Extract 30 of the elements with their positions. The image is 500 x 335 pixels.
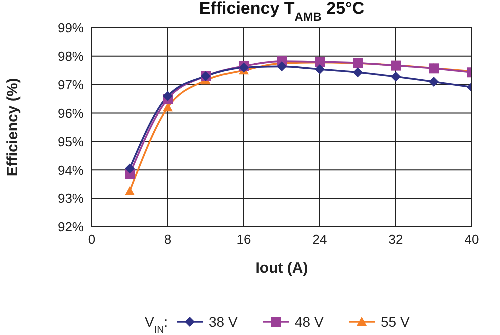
point — [125, 186, 135, 196]
point — [125, 164, 135, 174]
y-tick-label: 94% — [58, 162, 84, 178]
x-tick-label: 16 — [236, 232, 252, 248]
y-tick-label: 98% — [58, 49, 84, 64]
point — [277, 62, 287, 72]
legend-title: V$_{IN}$: — [145, 314, 168, 335]
point — [353, 68, 363, 78]
legend-label: 55 V — [381, 314, 410, 330]
x-tick-label: 24 — [312, 232, 328, 248]
x-tick-label: 0 — [88, 232, 96, 248]
legend-label: 48 V — [295, 314, 324, 330]
y-tick-label: 92% — [58, 220, 84, 235]
point — [429, 77, 439, 88]
point — [315, 64, 325, 75]
y-tick-label: 95% — [58, 134, 84, 150]
x-tick-label: 40 — [464, 232, 480, 248]
y-tick-label: 93% — [58, 191, 84, 206]
point — [163, 102, 173, 112]
chart-title: Efficiency T$_{AMB}$ 25°C — [199, 0, 365, 24]
y-axis-title: Efficiency (%) — [4, 78, 22, 177]
y-tick-label: 96% — [58, 106, 84, 121]
x-tick-label: 8 — [164, 232, 172, 248]
x-tick-label: 32 — [388, 232, 404, 248]
y-tick-label: 99% — [58, 20, 84, 36]
y-tick-label: 97% — [58, 77, 84, 92]
point — [163, 91, 173, 102]
point — [391, 72, 401, 82]
x-axis-title: Iout (A) — [256, 260, 308, 277]
legend-label: 38 V — [209, 314, 238, 330]
